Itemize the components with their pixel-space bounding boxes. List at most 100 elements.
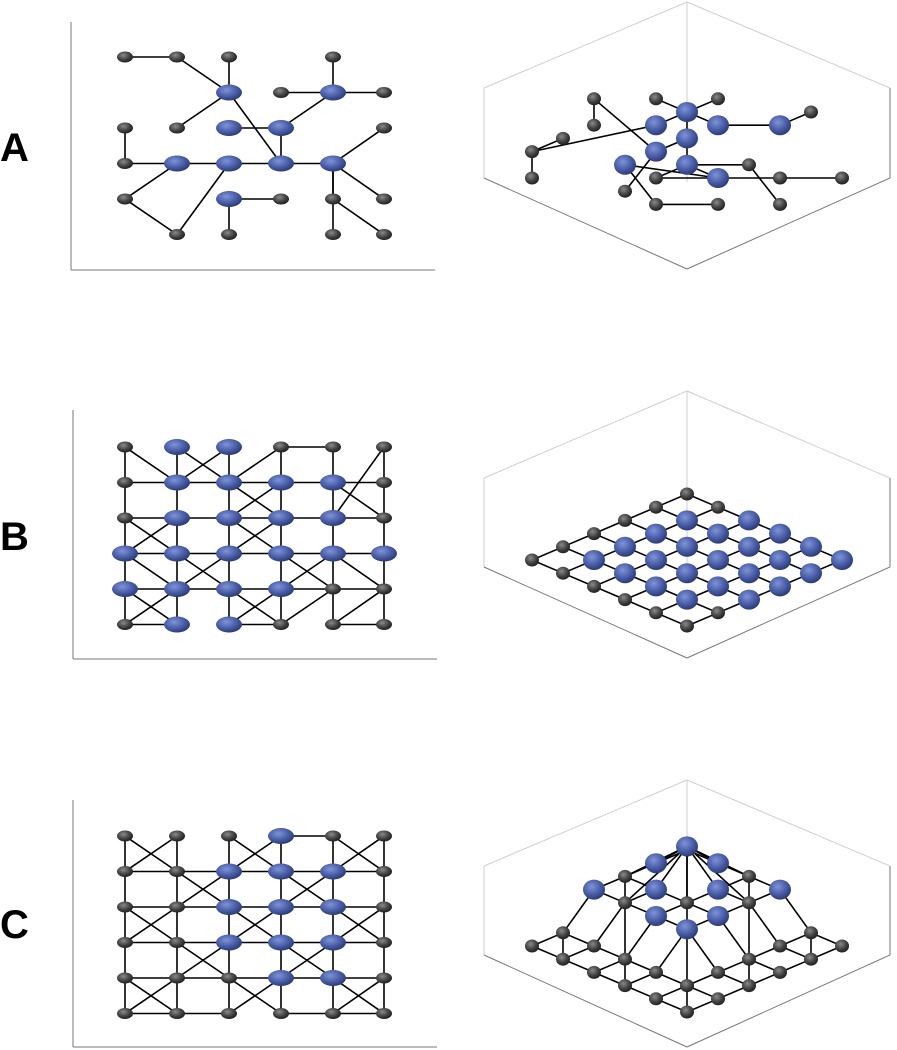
node <box>711 965 725 979</box>
highlighted-node <box>320 84 346 101</box>
node <box>376 122 392 134</box>
node <box>680 619 694 633</box>
node <box>221 972 237 984</box>
node <box>376 512 392 524</box>
node <box>273 441 289 453</box>
panel-label-a: A <box>0 126 29 170</box>
node <box>325 830 341 842</box>
node <box>117 158 133 169</box>
network-b-3d-nodes <box>525 487 853 633</box>
highlighted-node <box>583 550 605 570</box>
node <box>376 477 392 488</box>
highlighted-node <box>268 970 294 986</box>
networks <box>112 51 853 1019</box>
edge <box>686 845 750 904</box>
node <box>804 926 818 940</box>
highlighted-node <box>707 115 729 136</box>
network-a-3d-nodes <box>525 92 849 211</box>
highlighted-node <box>216 899 242 915</box>
box-3d-c <box>483 779 891 1048</box>
network-a-3d <box>525 92 849 211</box>
node <box>169 901 185 913</box>
highlighted-node <box>216 863 242 880</box>
edge <box>124 906 178 944</box>
highlighted-node <box>216 934 242 951</box>
node <box>742 869 756 883</box>
highlighted-node <box>268 155 294 172</box>
highlighted-node <box>645 523 667 544</box>
node <box>556 926 570 940</box>
node <box>649 197 663 211</box>
node <box>618 513 632 527</box>
node <box>804 952 818 966</box>
node <box>273 193 289 205</box>
highlighted-node <box>769 115 791 136</box>
edge <box>624 845 688 904</box>
edge <box>593 98 657 153</box>
node <box>169 866 185 877</box>
network-b-2d-edges <box>124 446 385 626</box>
highlighted-node <box>738 589 760 610</box>
node <box>376 866 392 877</box>
axes-2d-c <box>72 800 437 1048</box>
node <box>117 441 133 453</box>
highlighted-node <box>614 536 636 557</box>
node <box>835 171 849 185</box>
node <box>169 1008 185 1019</box>
node <box>587 92 601 106</box>
node <box>376 229 392 240</box>
node <box>169 229 185 240</box>
node <box>556 131 570 145</box>
highlighted-node <box>769 523 791 544</box>
highlighted-node <box>112 581 138 597</box>
node <box>117 193 133 205</box>
node <box>117 866 133 877</box>
highlighted-node <box>645 879 667 900</box>
node <box>325 1008 341 1019</box>
highlighted-node <box>676 102 698 122</box>
node <box>618 979 632 993</box>
node <box>169 937 185 948</box>
highlighted-node <box>583 879 605 900</box>
node <box>804 105 818 119</box>
highlighted-node <box>320 970 346 986</box>
node <box>376 1008 392 1019</box>
network-a-2d-edges <box>124 56 385 236</box>
edge <box>531 124 657 153</box>
node <box>325 51 341 63</box>
node <box>680 1005 694 1019</box>
highlighted-node <box>645 576 667 597</box>
node <box>680 979 694 993</box>
highlighted-node <box>676 510 698 531</box>
edge <box>176 162 230 236</box>
network-a-2d-nodes <box>117 51 392 240</box>
node <box>587 579 601 593</box>
network-c-2d-nodes <box>117 828 392 1019</box>
highlighted-node <box>268 863 294 880</box>
edge <box>332 198 385 236</box>
highlighted-node <box>216 191 242 207</box>
edge <box>280 588 334 626</box>
node <box>618 184 632 198</box>
edge <box>593 901 626 947</box>
edge <box>332 446 385 519</box>
node <box>711 606 725 620</box>
highlighted-node <box>216 545 242 562</box>
highlighted-node <box>216 84 242 101</box>
node <box>618 896 632 910</box>
highlighted-node <box>268 474 294 491</box>
node <box>711 992 725 1006</box>
highlighted-node <box>645 906 667 926</box>
node <box>587 939 601 953</box>
highlighted-node <box>164 545 190 562</box>
node <box>376 937 392 948</box>
node <box>773 965 787 979</box>
highlighted-node <box>164 155 190 172</box>
highlighted-node <box>320 545 346 562</box>
highlighted-node <box>645 853 667 874</box>
highlighted-node <box>268 828 294 844</box>
highlighted-node <box>800 536 822 557</box>
node <box>376 193 392 205</box>
node <box>649 606 663 620</box>
node <box>117 830 133 842</box>
